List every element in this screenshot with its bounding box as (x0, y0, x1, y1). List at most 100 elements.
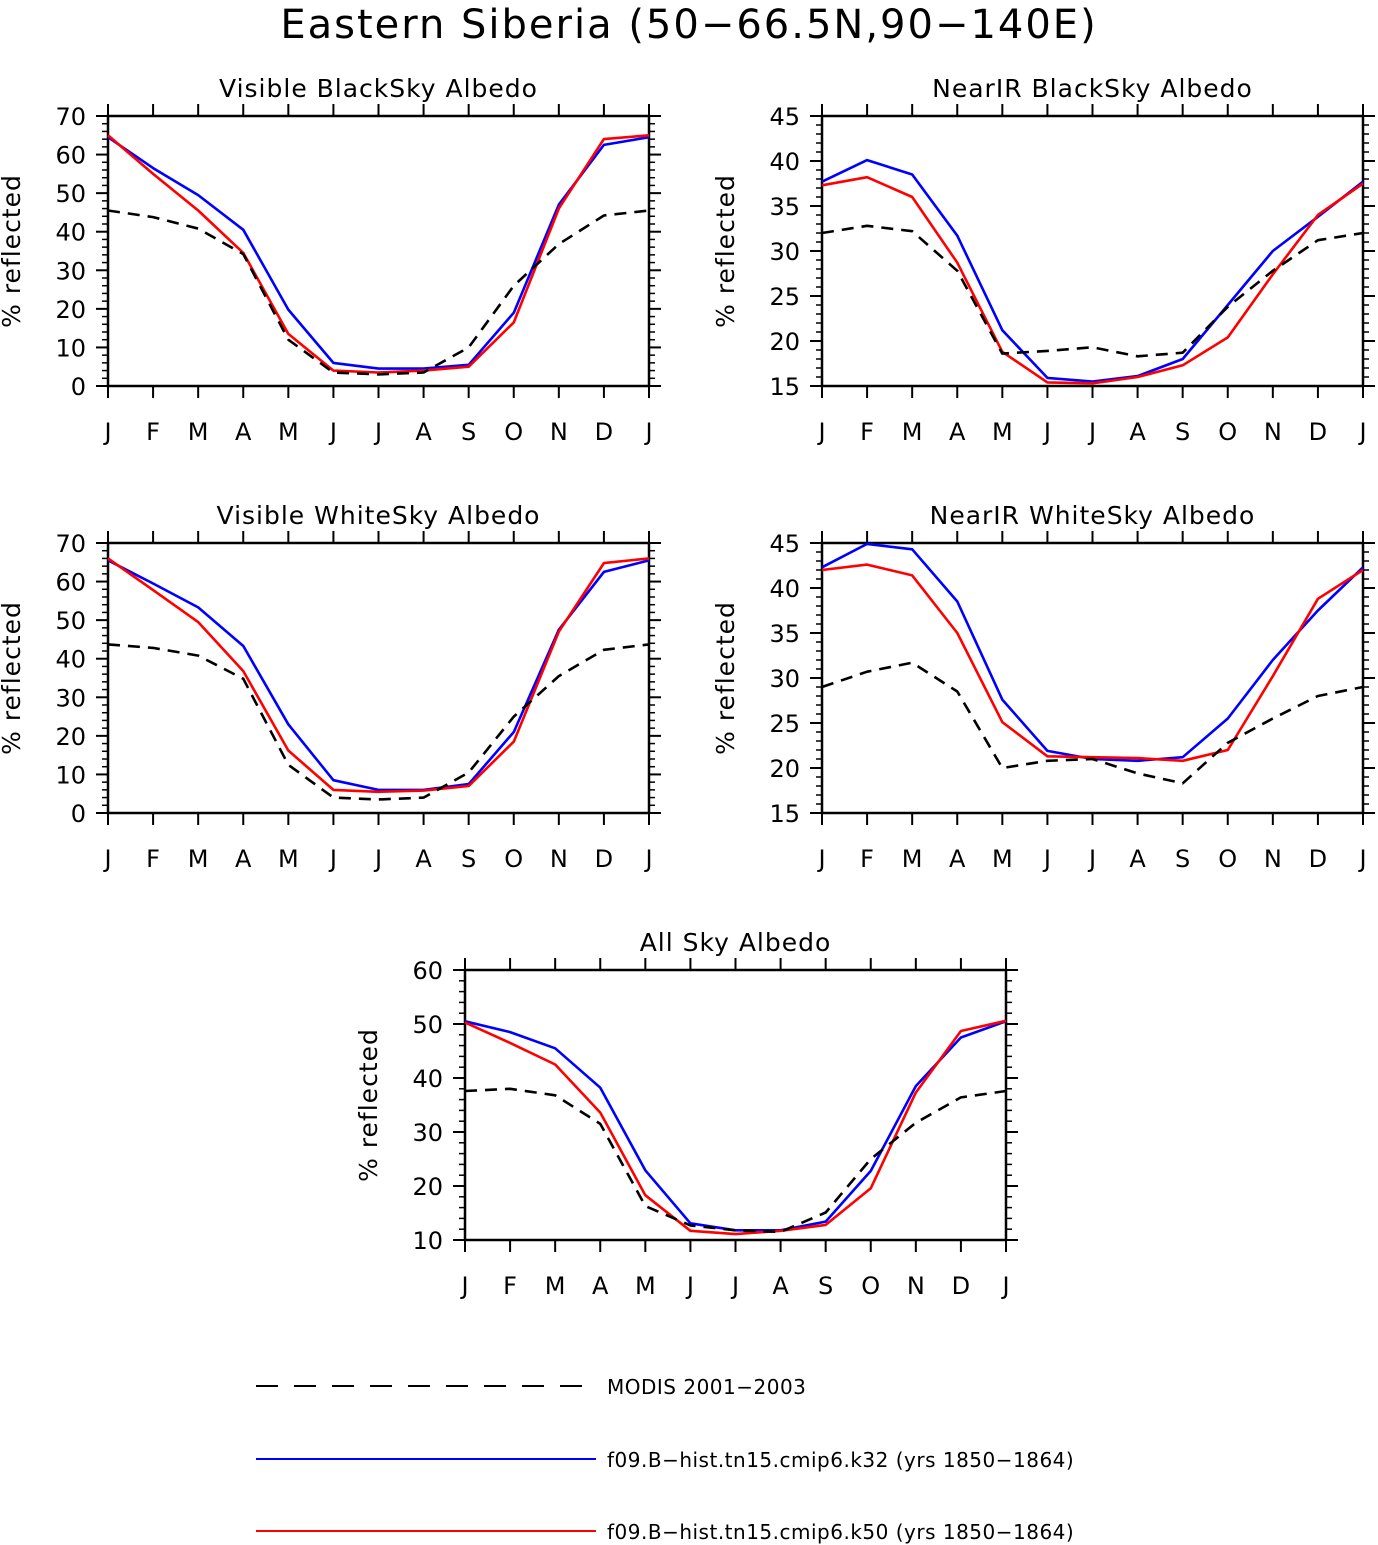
y-tick-label: 0 (71, 373, 86, 401)
y-tick-label: 10 (55, 334, 86, 362)
x-tick-label: J (328, 418, 337, 446)
y-tick-label: 20 (55, 723, 86, 751)
series-line-modis (821, 224, 1364, 358)
plot-frame (820, 541, 1365, 815)
series-line-k32 (821, 542, 1364, 763)
y-tick-label: 25 (769, 710, 800, 738)
panel-title: All Sky Albedo (640, 928, 832, 957)
x-tick-label: A (235, 845, 252, 873)
x-tick-label: J (328, 845, 337, 873)
y-tick-label: 50 (55, 180, 86, 208)
y-tick-label: 70 (55, 103, 86, 131)
x-tick-label: M (992, 418, 1013, 446)
x-tick-label: D (595, 845, 613, 873)
y-tick-label: 30 (769, 665, 800, 693)
y-tick-label: 30 (55, 257, 86, 285)
y-tick-label: 60 (55, 569, 86, 597)
y-tick-label: 0 (71, 800, 86, 828)
x-tick-label: J (1042, 418, 1051, 446)
x-tick-label: M (992, 845, 1013, 873)
series-line-modis (107, 643, 650, 801)
legend-label-k50: f09.B−hist.tn15.cmip6.k50 (yrs 1850−1864… (607, 1520, 1074, 1544)
x-tick-label: O (1218, 845, 1237, 873)
series-line-k32 (107, 135, 650, 370)
x-tick-label: J (1042, 845, 1051, 873)
x-tick-label: J (373, 418, 382, 446)
y-tick-label: 40 (55, 646, 86, 674)
x-tick-label: M (635, 1272, 656, 1300)
x-tick-label: J (459, 1272, 468, 1300)
y-tick-label: 30 (55, 684, 86, 712)
x-tick-label: M (902, 418, 923, 446)
series-line-k50 (464, 1019, 1007, 1236)
y-tick-label: 70 (55, 530, 86, 558)
x-tick-label: J (816, 845, 825, 873)
x-tick-label: J (1087, 845, 1096, 873)
y-tick-label: 10 (412, 1227, 443, 1255)
y-tick-label: 40 (55, 219, 86, 247)
x-tick-label: J (643, 418, 652, 446)
y-tick-label: 45 (769, 103, 800, 131)
x-tick-label: S (1175, 418, 1190, 446)
y-tick-label: 15 (769, 800, 800, 828)
x-tick-label: F (860, 845, 874, 873)
plot-frame (106, 541, 651, 815)
x-tick-label: J (730, 1272, 739, 1300)
y-tick-label: 20 (55, 296, 86, 324)
plot-frame (106, 114, 651, 388)
y-tick-label: 40 (412, 1065, 443, 1093)
x-tick-label: M (278, 845, 299, 873)
y-tick-label: 30 (769, 238, 800, 266)
x-tick-label: S (1175, 845, 1190, 873)
legend-label-modis: MODIS 2001−2003 (607, 1375, 806, 1399)
x-tick-label: S (461, 845, 476, 873)
x-tick-label: O (861, 1272, 880, 1300)
plot-frame (820, 114, 1365, 388)
y-axis-label: % reflected (0, 601, 26, 755)
y-axis-label: % reflected (354, 1028, 383, 1182)
series-line-k50 (821, 563, 1364, 763)
figure-title: Eastern Siberia (50−66.5N,90−140E) (280, 2, 1098, 48)
x-tick-label: M (278, 418, 299, 446)
y-axis-label: % reflected (711, 174, 740, 328)
x-tick-label: D (595, 418, 613, 446)
x-tick-label: A (1129, 418, 1146, 446)
x-tick-label: O (504, 845, 523, 873)
x-tick-label: N (1264, 418, 1282, 446)
x-tick-label: A (949, 845, 966, 873)
series-line-k32 (464, 1020, 1007, 1232)
x-tick-label: D (952, 1272, 970, 1300)
series-line-modis (107, 209, 650, 376)
series-line-modis (821, 661, 1364, 785)
y-axis-label: % reflected (0, 174, 26, 328)
x-tick-label: F (146, 845, 160, 873)
series-line-k32 (821, 158, 1364, 383)
legend-label-k32: f09.B−hist.tn15.cmip6.k32 (yrs 1850−1864… (607, 1448, 1074, 1472)
x-tick-label: F (503, 1272, 517, 1300)
y-tick-label: 40 (769, 148, 800, 176)
series-line-k50 (107, 557, 650, 794)
plot-frame (463, 968, 1008, 1242)
panel-title: NearIR BlackSky Albedo (932, 74, 1253, 103)
x-tick-label: A (415, 845, 432, 873)
y-tick-label: 25 (769, 283, 800, 311)
x-tick-label: A (235, 418, 252, 446)
series-line-k50 (107, 134, 650, 374)
legend: MODIS 2001−2003 f09.B−hist.tn15.cmip6.k32… (256, 1375, 1074, 1544)
x-tick-label: J (102, 418, 111, 446)
y-tick-label: 35 (769, 620, 800, 648)
x-tick-label: F (860, 418, 874, 446)
x-tick-label: A (1129, 845, 1146, 873)
x-tick-label: M (545, 1272, 566, 1300)
y-tick-label: 20 (769, 755, 800, 783)
x-tick-label: D (1309, 845, 1327, 873)
x-tick-label: M (188, 418, 209, 446)
y-tick-label: 60 (412, 957, 443, 985)
x-tick-label: J (102, 845, 111, 873)
x-tick-label: A (592, 1272, 609, 1300)
x-tick-label: J (816, 418, 825, 446)
y-axis-label: % reflected (711, 601, 740, 755)
